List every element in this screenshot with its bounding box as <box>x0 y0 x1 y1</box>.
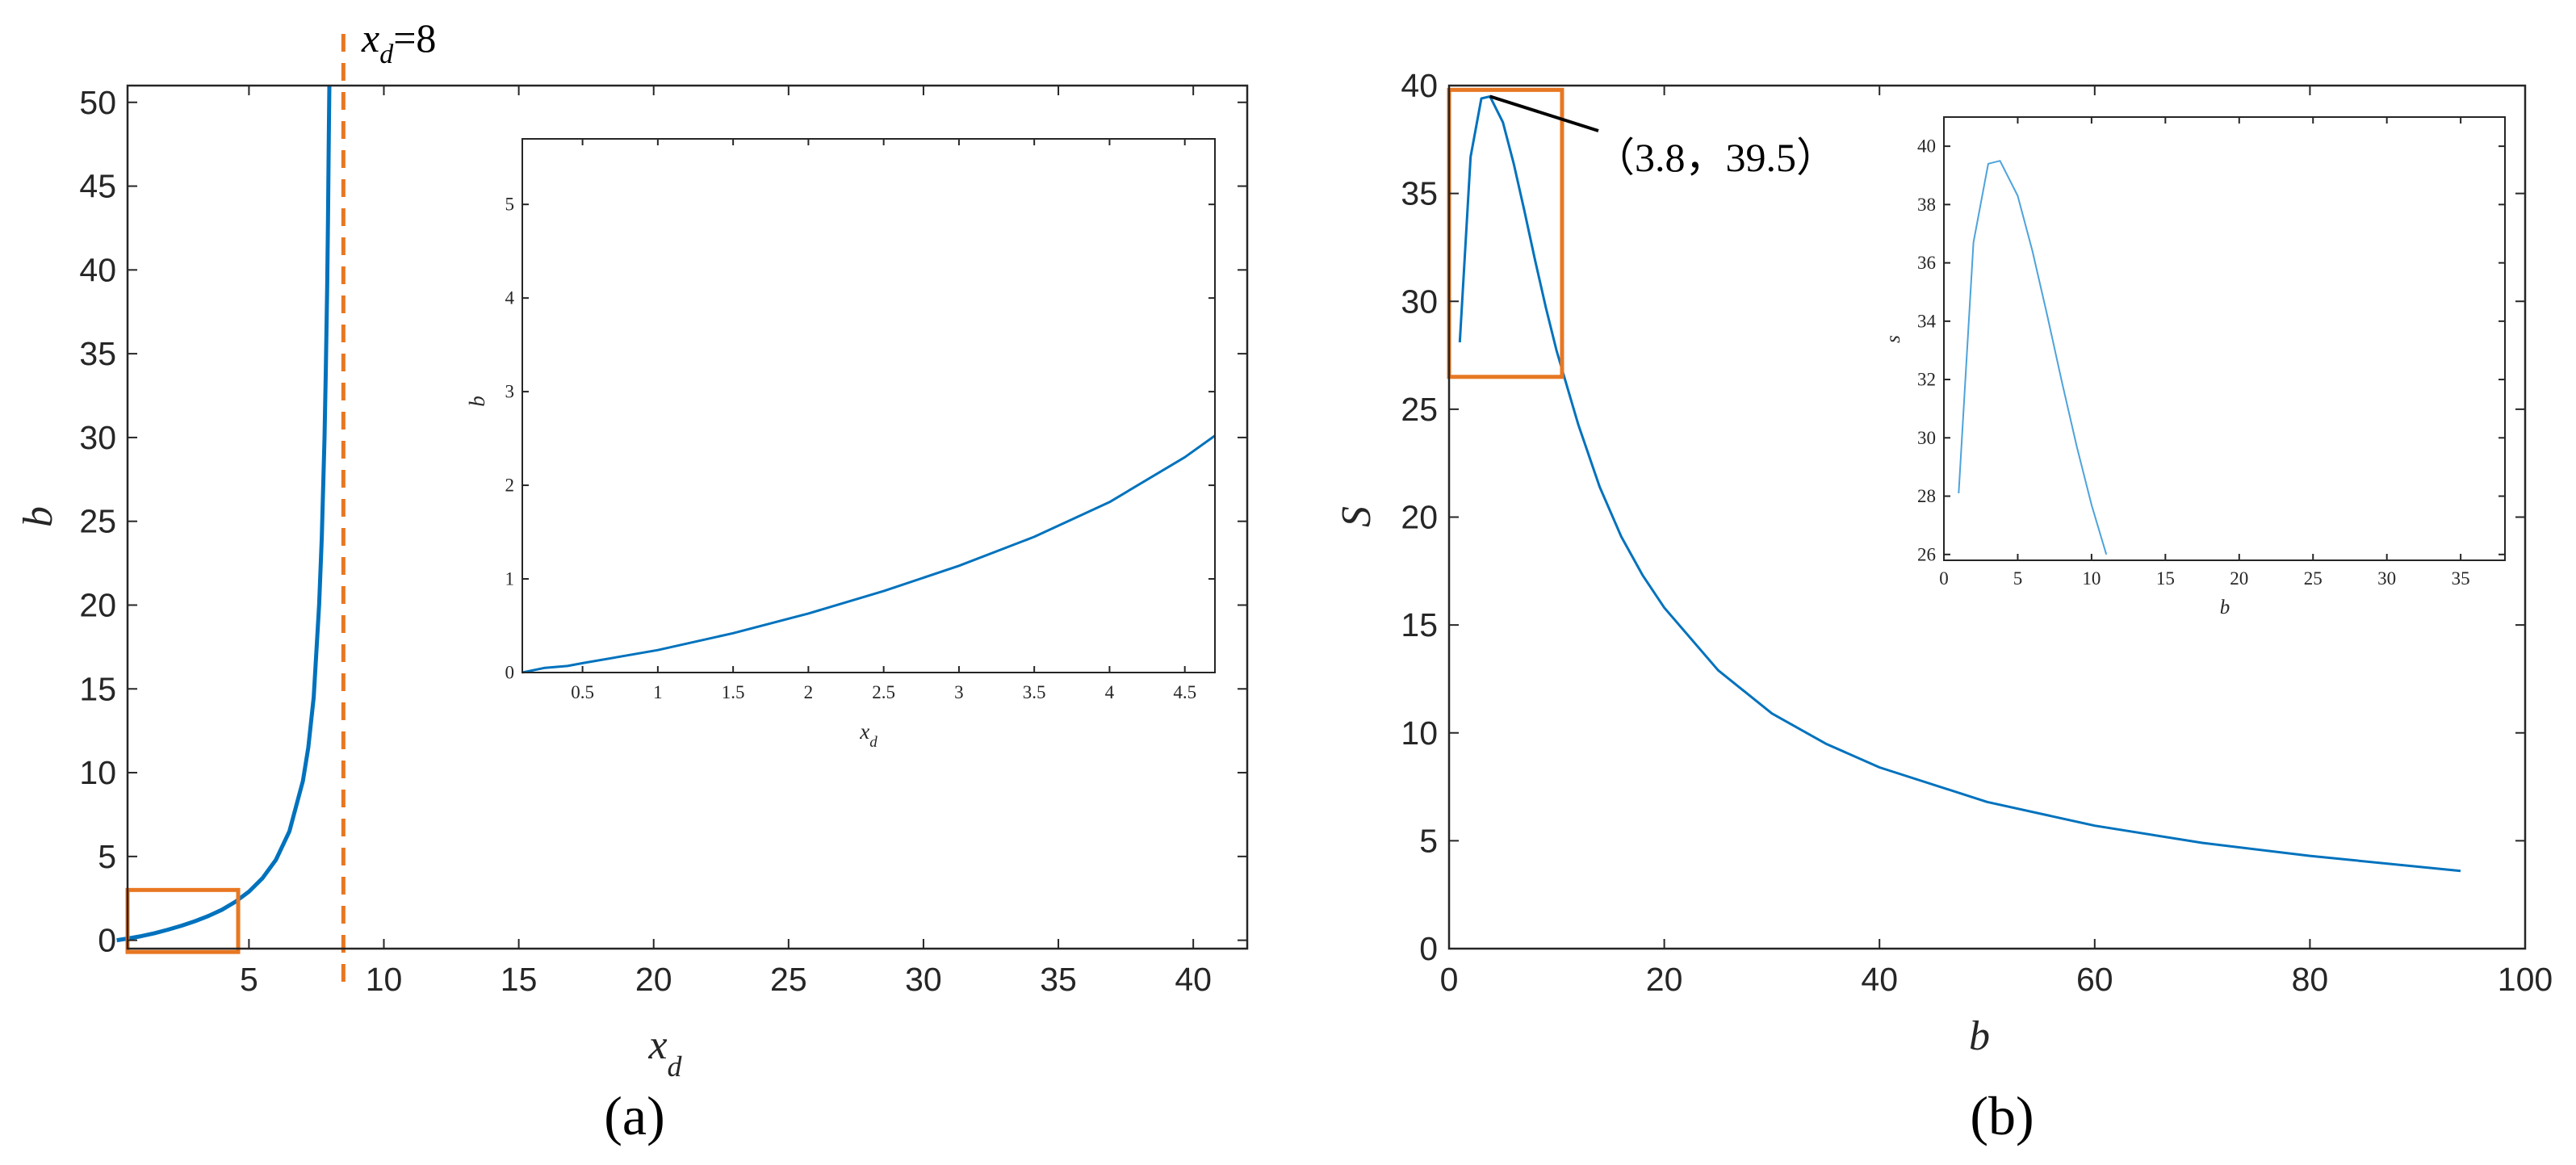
inset-x-tick-label: 1 <box>653 682 663 702</box>
inset-chart: 0 5 10 15 20 25 30 35 26 28 30 32 34 36 38 40 b s <box>1883 116 2506 618</box>
inset-y-tick-label: 30 <box>1917 428 1936 448</box>
inset-x-tick-label: 2.5 <box>872 682 895 702</box>
inset-y-tick-label: 26 <box>1917 544 1936 564</box>
inset-y-tick-label: 5 <box>505 195 515 215</box>
y-axis-label: S <box>1334 506 1380 527</box>
inset-x-tick-label: 5 <box>2013 568 2023 589</box>
inset-x-tick-label: 35 <box>2452 568 2470 589</box>
y-tick-label: 30 <box>1401 283 1438 320</box>
x-tick-label: 20 <box>635 961 672 998</box>
y-tick-label: 25 <box>79 503 116 540</box>
x-tick-label: 80 <box>2292 961 2329 998</box>
y-tick-label: 10 <box>79 754 116 791</box>
y-tick-label: 40 <box>79 251 116 288</box>
inset-y-tick-label: 32 <box>1917 370 1936 390</box>
x-tick-label: 20 <box>1646 961 1683 998</box>
inset-x-tick-label: 4 <box>1105 682 1115 702</box>
inset-x-tick-label: 0 <box>1939 568 1949 589</box>
inset-x-tick-label: 20 <box>2230 568 2248 589</box>
inset-x-tick-label: 25 <box>2304 568 2323 589</box>
inset-y-tick-label: 2 <box>505 476 515 496</box>
y-tick-label: 25 <box>1401 391 1438 428</box>
y-tick-label: 0 <box>1419 930 1438 967</box>
y-tick-label: 40 <box>1401 67 1438 104</box>
x-tick-label: 40 <box>1861 961 1898 998</box>
x-tick-label: 60 <box>2076 961 2113 998</box>
y-tick-label: 5 <box>1419 822 1438 859</box>
inset-x-tick-label: 3 <box>954 682 964 702</box>
x-tick-label: 30 <box>905 961 942 998</box>
inset-x-tick-label: 15 <box>2156 568 2175 589</box>
y-tick-label: 30 <box>79 419 116 456</box>
x-tick-label: 15 <box>501 961 538 998</box>
x-tick-label: 40 <box>1175 961 1212 998</box>
y-tick-label: 10 <box>1401 715 1438 752</box>
inset-chart: 0.5 1 1.5 2 2.5 3 3.5 4 4.5 0 1 2 3 4 5 xd b <box>465 138 1216 751</box>
inset-y-tick-label: 36 <box>1917 253 1936 273</box>
inset-y-tick-label: 3 <box>505 382 515 402</box>
panel-label: (b) <box>1970 1085 2034 1146</box>
inset-x-axis-label: xd <box>859 719 878 751</box>
inset-series-line <box>1958 160 2108 555</box>
inset-x-tick-label: 1.5 <box>722 682 745 702</box>
inset-x-tick-label: 30 <box>2377 568 2396 589</box>
y-tick-label: 0 <box>98 922 116 959</box>
peak-annotation: （3.8，39.5） <box>1594 135 1837 180</box>
inset-y-tick-label: 0 <box>505 663 515 683</box>
inset-y-axis-label: b <box>465 396 489 407</box>
series-line <box>116 85 332 943</box>
inset-x-axis-label: b <box>2220 597 2230 618</box>
x-tick-label: 35 <box>1040 961 1077 998</box>
annotation-leader-line <box>1489 94 1599 132</box>
plot-frame <box>126 84 1249 950</box>
inset-y-axis-label: s <box>1883 335 1904 343</box>
x-tick-label: 5 <box>240 961 258 998</box>
y-tick-label: 35 <box>1401 175 1438 212</box>
panel-label: (a) <box>604 1085 664 1146</box>
inset-x-tick-label: 2 <box>804 682 814 702</box>
y-tick-label: 20 <box>1401 499 1438 536</box>
inset-frame <box>1943 116 2506 561</box>
inset-series-line <box>521 434 1216 674</box>
inset-x-tick-label: 10 <box>2082 568 2101 589</box>
inset-y-tick-label: 38 <box>1917 195 1936 215</box>
inset-y-tick-label: 1 <box>505 569 515 589</box>
x-tick-label: 25 <box>770 961 807 998</box>
inset-frame <box>521 138 1216 673</box>
inset-y-tick-label: 4 <box>505 288 515 308</box>
zoom-box <box>125 887 241 954</box>
x-tick-label: 0 <box>1440 961 1459 998</box>
y-tick-label: 45 <box>79 168 116 205</box>
inset-x-tick-label: 4.5 <box>1173 682 1196 702</box>
x-tick-label: 10 <box>366 961 403 998</box>
y-tick-label: 20 <box>79 586 116 623</box>
inset-y-tick-label: 34 <box>1917 311 1937 331</box>
y-tick-label: 50 <box>79 84 116 121</box>
y-axis-label: b <box>15 506 61 527</box>
inset-x-tick-label: 0.5 <box>571 682 594 702</box>
inset-x-tick-label: 3.5 <box>1023 682 1046 702</box>
inset-y-tick-label: 40 <box>1917 136 1936 157</box>
y-tick-label: 35 <box>79 335 116 372</box>
inset-y-tick-label: 28 <box>1917 486 1936 506</box>
threshold-label: xd=8 <box>361 15 436 69</box>
x-axis-label: xd <box>647 1022 682 1083</box>
x-axis-label: b <box>1969 1013 1990 1059</box>
y-tick-label: 15 <box>1401 606 1438 643</box>
series-line <box>1458 94 2461 873</box>
x-tick-label: 100 <box>2498 961 2553 998</box>
y-tick-label: 5 <box>98 838 116 875</box>
y-tick-label: 15 <box>79 670 116 707</box>
